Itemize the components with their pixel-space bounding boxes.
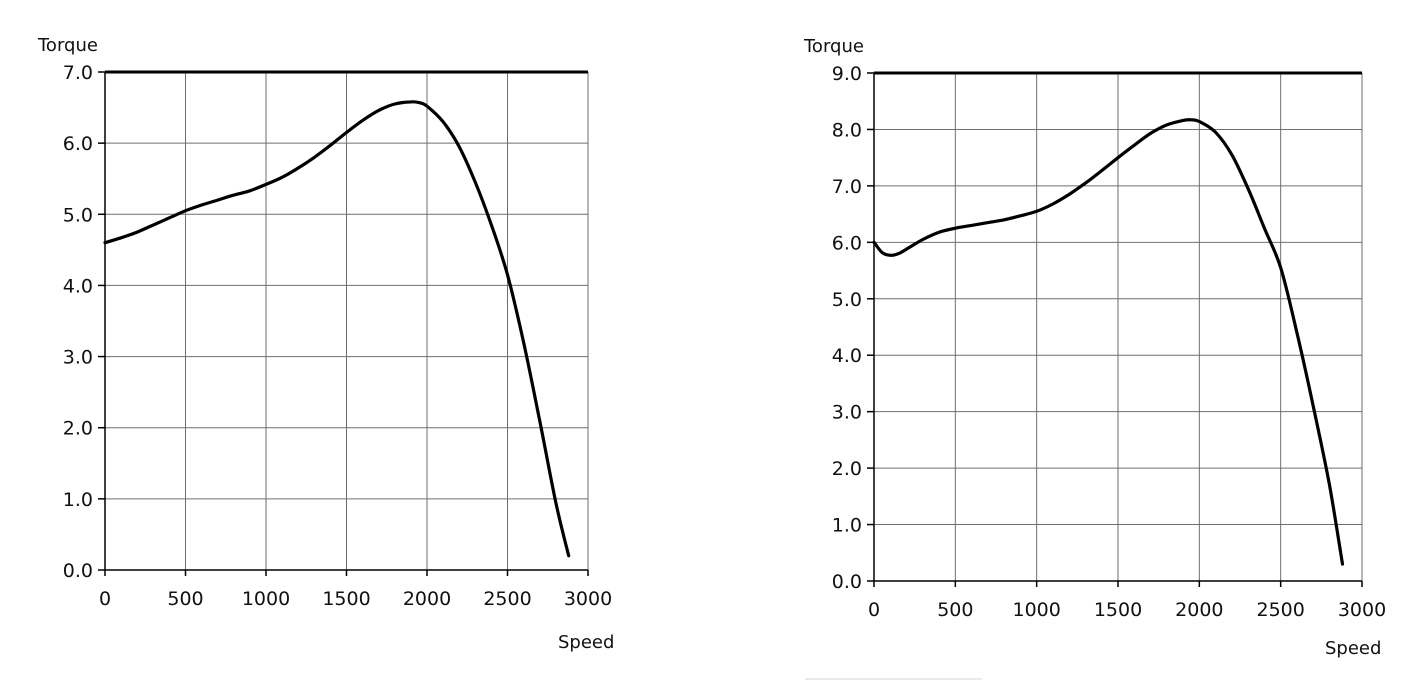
y-tick-label: 3.0 [832,402,862,424]
torque-curve-line [103,100,571,558]
y-tick-label: 2.0 [832,458,862,480]
x-tick-label: 1000 [242,588,290,610]
x-tick-label: 2500 [1256,599,1304,621]
chart-1: 0 500 1000 1500 2000 2500 3000 0.0 1.0 2.0 3.0 4.0 5… [37,35,614,653]
y-axis-label: Torque [37,35,98,56]
x-tick-label: 3000 [1338,599,1386,621]
y-tick-label: 0.0 [832,571,862,593]
y-tick-label: 4.0 [832,345,862,367]
x-axis-label: Speed [1325,638,1381,659]
x-tick-label: 0 [868,599,880,621]
y-tick-label: 5.0 [832,289,862,311]
chart-2: 0 500 1000 1500 2000 2500 3000 0.0 1.0 2.0 3.0 4.0 5… [803,36,1386,659]
x-tick-label: 1500 [322,588,370,610]
y-tick-label: 1.0 [832,515,862,537]
x-tick-label: 500 [937,599,973,621]
x-tick-label: 500 [167,588,203,610]
x-tick-label: 1500 [1094,599,1142,621]
torque-curve-line [872,118,1345,566]
x-tick-label: 0 [99,588,111,610]
y-tick-label: 7.0 [832,176,862,198]
y-tick-label: 3.0 [63,347,93,369]
x-tick-label: 1000 [1012,599,1060,621]
y-axis-label: Torque [803,36,864,57]
y-tick-label: 8.0 [832,119,862,141]
y-tick-label: 9.0 [832,63,862,85]
x-tick-label: 2500 [483,588,531,610]
y-tick-label: 0.0 [63,560,93,582]
y-tick-label: 2.0 [63,418,93,440]
x-tick-label: 2000 [403,588,451,610]
y-tick-label: 6.0 [63,133,93,155]
y-tick-label: 7.0 [63,62,93,84]
x-axis-label: Speed [558,632,614,653]
x-tick-label: 2000 [1175,599,1223,621]
y-tick-label: 4.0 [63,275,93,297]
y-tick-label: 6.0 [832,232,862,254]
y-tick-label: 5.0 [63,204,93,226]
y-tick-label: 1.0 [63,489,93,511]
x-tick-label: 3000 [564,588,612,610]
